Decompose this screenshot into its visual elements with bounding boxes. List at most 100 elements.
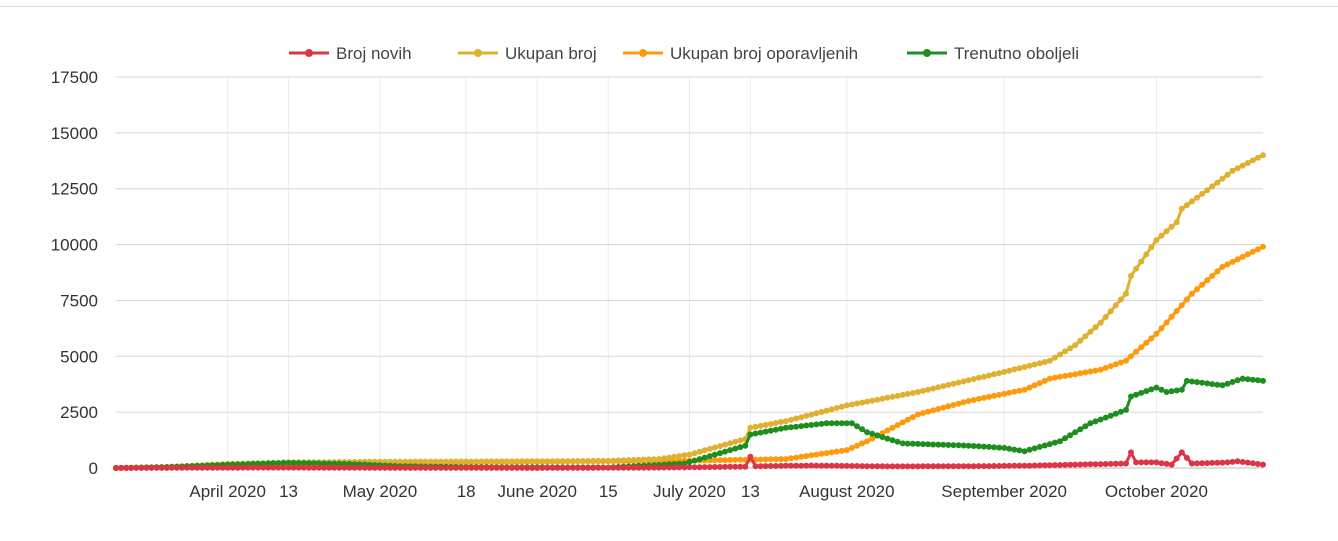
data-point bbox=[214, 464, 221, 471]
data-point bbox=[691, 450, 698, 457]
data-point bbox=[1173, 308, 1180, 314]
data-point bbox=[732, 456, 739, 463]
data-point bbox=[1224, 171, 1231, 178]
data-point bbox=[717, 443, 723, 450]
data-point bbox=[123, 465, 130, 471]
data-point bbox=[321, 464, 328, 471]
data-point bbox=[782, 424, 789, 431]
data-point bbox=[519, 458, 525, 465]
data-point bbox=[493, 458, 500, 465]
data-point bbox=[904, 390, 911, 397]
data-point bbox=[1062, 435, 1069, 442]
data-point bbox=[823, 450, 830, 457]
data-point bbox=[1021, 364, 1028, 370]
data-point bbox=[1092, 418, 1099, 425]
data-point bbox=[975, 395, 982, 402]
data-point bbox=[1138, 389, 1145, 396]
data-point bbox=[727, 457, 734, 463]
data-point bbox=[1011, 446, 1018, 453]
data-point bbox=[1194, 286, 1200, 293]
data-point bbox=[793, 462, 800, 469]
data-point bbox=[864, 438, 871, 445]
data-point bbox=[808, 422, 815, 428]
data-point bbox=[894, 392, 901, 399]
data-point bbox=[656, 464, 662, 471]
data-point bbox=[859, 426, 866, 433]
data-point bbox=[569, 464, 576, 471]
data-point bbox=[980, 373, 987, 380]
data-point bbox=[498, 458, 505, 465]
data-point bbox=[280, 464, 287, 471]
data-point bbox=[524, 465, 531, 471]
data-point bbox=[361, 464, 368, 471]
data-point bbox=[666, 454, 673, 461]
data-point bbox=[909, 390, 916, 396]
data-point bbox=[706, 453, 713, 460]
data-point bbox=[1133, 265, 1140, 272]
data-point bbox=[904, 440, 911, 447]
data-point bbox=[1067, 345, 1074, 352]
data-point bbox=[1239, 375, 1246, 382]
data-point bbox=[818, 450, 825, 457]
data-point bbox=[1072, 429, 1079, 436]
data-point bbox=[1067, 432, 1074, 439]
data-point bbox=[808, 411, 815, 418]
data-point bbox=[828, 449, 835, 456]
data-point bbox=[1092, 461, 1099, 468]
data-point bbox=[737, 463, 744, 470]
data-point bbox=[970, 443, 977, 449]
data-point bbox=[818, 420, 825, 427]
data-point bbox=[920, 441, 926, 448]
data-point bbox=[503, 464, 510, 471]
data-point bbox=[645, 464, 652, 471]
data-point bbox=[747, 424, 754, 431]
data-point bbox=[260, 464, 267, 471]
data-point bbox=[833, 448, 840, 455]
data-point bbox=[559, 458, 566, 465]
data-point bbox=[473, 464, 480, 471]
data-point bbox=[392, 458, 399, 465]
data-point bbox=[564, 464, 571, 471]
data-point bbox=[239, 464, 246, 471]
data-point bbox=[762, 421, 769, 428]
data-point bbox=[681, 452, 688, 459]
data-point bbox=[930, 441, 937, 448]
data-point bbox=[295, 460, 302, 466]
data-point bbox=[1254, 154, 1261, 161]
data-point bbox=[848, 401, 855, 408]
data-point bbox=[508, 464, 515, 471]
data-point bbox=[270, 460, 277, 467]
data-point bbox=[503, 458, 510, 465]
data-point bbox=[402, 464, 409, 471]
data-point bbox=[945, 403, 952, 410]
data-point bbox=[498, 464, 505, 471]
data-point bbox=[945, 463, 952, 470]
data-point bbox=[1128, 353, 1134, 360]
data-point bbox=[889, 393, 896, 400]
data-point bbox=[153, 464, 160, 471]
data-point bbox=[1143, 339, 1150, 346]
data-point bbox=[1188, 378, 1195, 385]
data-point bbox=[1072, 461, 1079, 468]
data-point bbox=[793, 415, 800, 422]
data-point bbox=[838, 420, 845, 427]
data-point bbox=[884, 435, 891, 442]
series-broj-novih bbox=[113, 449, 1266, 471]
data-point bbox=[838, 403, 845, 410]
x-tick-label: 15 bbox=[599, 482, 618, 501]
data-point bbox=[128, 465, 135, 471]
data-point bbox=[848, 444, 855, 451]
data-point bbox=[996, 370, 1003, 377]
data-point bbox=[854, 463, 860, 469]
data-point bbox=[701, 454, 708, 461]
data-point bbox=[1102, 414, 1109, 421]
data-point bbox=[1224, 261, 1231, 268]
data-point bbox=[757, 422, 764, 429]
data-point bbox=[478, 458, 485, 465]
x-tick-label: July 2020 bbox=[653, 482, 726, 501]
data-point bbox=[1062, 372, 1069, 379]
data-point bbox=[1244, 376, 1251, 383]
data-point bbox=[940, 441, 947, 448]
data-point bbox=[1143, 388, 1150, 395]
data-point bbox=[965, 398, 972, 404]
